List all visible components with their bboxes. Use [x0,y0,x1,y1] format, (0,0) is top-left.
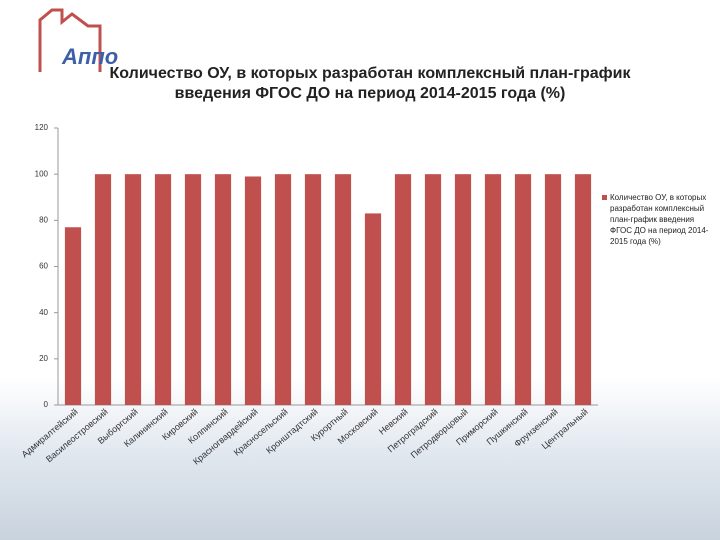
bar [424,174,442,405]
bar [244,176,262,405]
bar [124,174,142,405]
bar [574,174,592,405]
bar [364,213,382,405]
y-tick-label: 20 [39,354,48,363]
bar [484,174,502,405]
bar [184,174,202,405]
bar [394,174,412,405]
bar [304,174,322,405]
y-tick-label: 40 [39,308,48,317]
legend-label: Количество ОУ, в которых разработан комп… [610,193,709,246]
bar [514,174,532,405]
bar [154,174,172,405]
bar [544,174,562,405]
logo-frame [38,8,102,72]
legend: Количество ОУ, в которых разработан комп… [602,192,710,247]
bar [214,174,232,405]
bar [454,174,472,405]
x-tick-label: Кронштадтский [264,407,320,456]
bar [64,227,82,405]
logo: Аппо [62,44,119,69]
bar [334,174,352,405]
y-tick-label: 80 [39,215,48,224]
x-tick-label: Красносельский [232,407,290,458]
y-tick-label: 120 [35,123,49,132]
bar [274,174,292,405]
y-tick-label: 60 [39,262,48,271]
legend-swatch [602,195,607,200]
y-tick-label: 100 [35,169,49,178]
chart-title: Количество ОУ, в которых разработан комп… [109,65,631,102]
y-tick-label: 0 [44,400,49,409]
bar [94,174,112,405]
